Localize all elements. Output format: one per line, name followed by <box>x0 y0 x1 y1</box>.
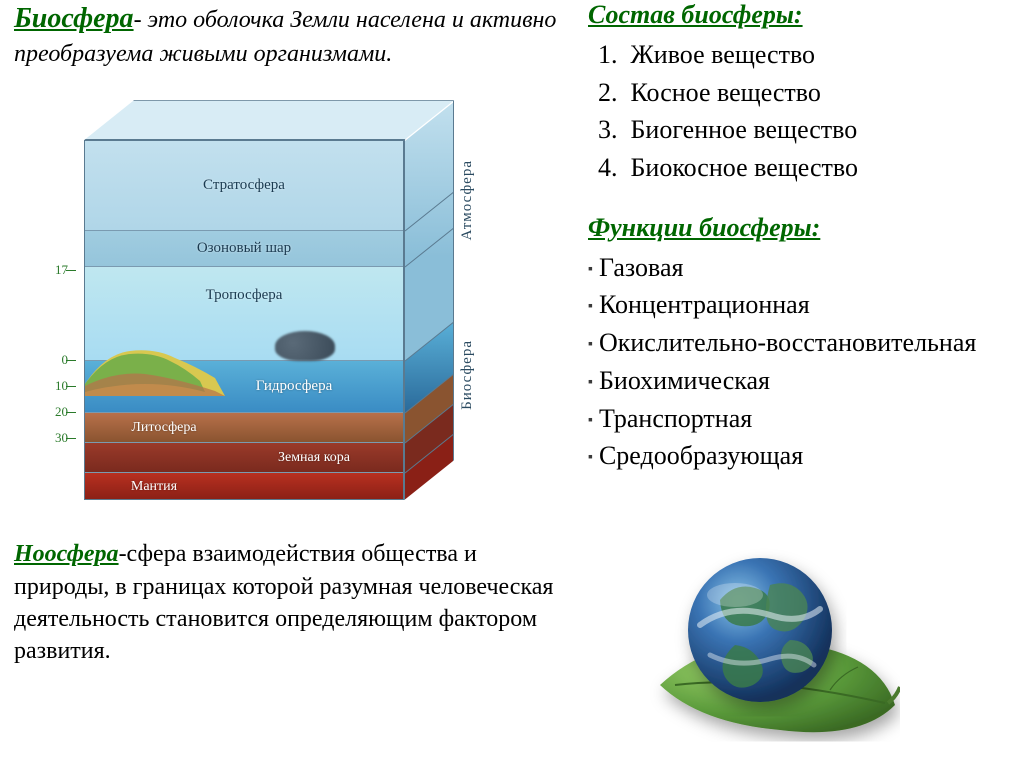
noosphere-definition: Ноосфера-сфера взаимодействия общества и… <box>14 538 574 668</box>
scale-30: 30 <box>28 430 68 446</box>
biosphere-diagram: 17 0 10 20 30 <box>74 90 534 520</box>
composition-heading: Состав биосферы: <box>588 0 1008 30</box>
scale-20: 20 <box>28 404 68 420</box>
list-item: 3. Биогенное вещество <box>598 111 1008 149</box>
list-item: Биохимическая <box>588 362 1008 400</box>
functions-heading: Функции биосферы: <box>588 213 1008 243</box>
biosphere-definition: Биосфера- это оболочка Земли населена и … <box>14 0 574 70</box>
earth-on-leaf-icon <box>640 545 900 745</box>
scale-17: 17 <box>28 262 68 278</box>
layer-ozone: Озоновый шар <box>85 231 403 267</box>
side-label-biosphere: Биосфера <box>459 340 476 410</box>
layer-mantle: Мантия <box>85 473 403 500</box>
list-item: Газовая <box>588 249 1008 287</box>
cube-front-face: Стратосфера Озоновый шар Тропосфера Гидр… <box>84 140 404 500</box>
cube-side-face <box>404 100 454 500</box>
layer-stratosphere: Стратосфера <box>85 141 403 231</box>
biosphere-term: Биосфера <box>14 3 134 34</box>
list-item: Средообразующая <box>588 437 1008 475</box>
list-item: 1. Живое вещество <box>598 36 1008 74</box>
side-label-atmosphere: Атмосфера <box>459 160 476 240</box>
cloud-icon <box>275 331 335 361</box>
composition-list: 1. Живое вещество 2. Косное вещество 3. … <box>588 36 1008 187</box>
scale-10: 10 <box>28 378 68 394</box>
layer-crust: Земная кора <box>85 443 403 473</box>
list-item: Концентрационная <box>588 286 1008 324</box>
scale-0: 0 <box>28 352 68 368</box>
list-item: Транспортная <box>588 400 1008 438</box>
functions-list: Газовая Концентрационная Окислительно-во… <box>588 249 1008 475</box>
layer-lithosphere: Литосфера <box>85 413 403 443</box>
list-item: 2. Косное вещество <box>598 74 1008 112</box>
cube-top-face <box>84 100 454 140</box>
list-item: Окислительно-восстановительная <box>588 324 1008 362</box>
noosphere-term: Ноосфера <box>14 541 119 567</box>
list-item: 4. Биокосное вещество <box>598 149 1008 187</box>
land-icon <box>85 336 225 396</box>
